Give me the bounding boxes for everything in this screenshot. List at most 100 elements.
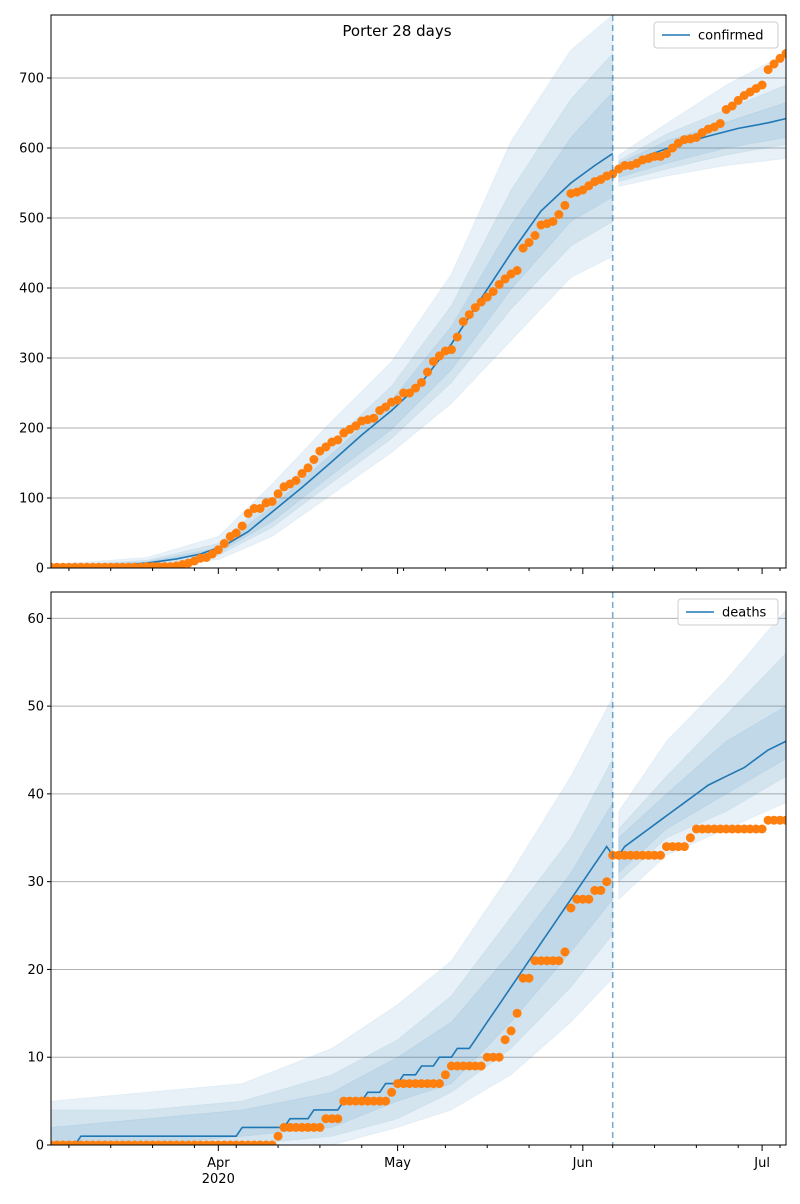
observed-point <box>309 455 319 464</box>
y-tick-label: 700 <box>19 72 44 87</box>
legend: confirmed <box>653 21 779 49</box>
y-tick-label: 10 <box>27 1051 44 1066</box>
observed-point <box>668 143 677 153</box>
band-inner <box>51 800 614 1145</box>
observed-point <box>566 903 576 913</box>
observed-point <box>554 210 564 219</box>
observed-point <box>482 292 492 302</box>
observed-point <box>512 266 522 275</box>
observed-point <box>452 332 462 342</box>
observed-point <box>554 956 564 966</box>
observed-point <box>524 238 534 247</box>
y-tick-label: 500 <box>19 212 44 227</box>
observed-point <box>512 1008 522 1018</box>
confirmed-panel: 0 100 200 300 400 500 600 700 confirmed <box>19 14 787 577</box>
observed-point <box>458 317 468 327</box>
x-tick-label: Jul <box>753 1156 770 1171</box>
observed-point <box>602 877 612 887</box>
observed-point <box>369 413 379 423</box>
y-tick-label: 300 <box>19 352 44 367</box>
observed-point <box>417 378 426 387</box>
observed-point <box>219 539 229 548</box>
observed-point <box>781 49 786 58</box>
observed-point <box>470 303 480 313</box>
observed-point <box>315 1122 325 1132</box>
observed-point <box>381 402 391 412</box>
observed-point <box>763 65 773 75</box>
observed-point <box>255 504 265 513</box>
y-tick-label: 0 <box>36 562 44 577</box>
observed-point <box>548 217 558 226</box>
observed-point <box>434 351 444 361</box>
observed-point <box>351 421 361 431</box>
observed-point <box>237 521 247 531</box>
band-outer <box>51 697 614 1145</box>
observed-point <box>273 1131 283 1141</box>
legend-box <box>677 598 779 626</box>
observed-point <box>500 1035 510 1045</box>
observed-point <box>333 1114 343 1124</box>
observed-point <box>560 947 570 957</box>
observed-point <box>596 885 606 895</box>
observed-point <box>560 200 570 210</box>
y-tick-label: 50 <box>27 700 44 715</box>
observed-point <box>267 1140 277 1145</box>
x-tick-label: Jun <box>572 1156 593 1171</box>
y-tick-label: 100 <box>19 492 44 507</box>
figure-title: Porter 28 days <box>342 22 451 40</box>
observed-point <box>434 1079 444 1089</box>
band-outer <box>618 608 786 901</box>
observed-point <box>291 476 301 485</box>
observed-point <box>297 469 307 478</box>
observed-point <box>440 1070 450 1080</box>
y-tick-label: 400 <box>19 282 44 297</box>
observed-point <box>213 545 223 555</box>
observed-point <box>243 508 253 518</box>
observed-point <box>393 395 403 405</box>
observed-point <box>476 297 486 307</box>
observed-point <box>494 1052 504 1062</box>
y-tick-label: 30 <box>27 875 44 890</box>
y-tick-label: 40 <box>27 787 44 802</box>
observed-point <box>273 489 283 499</box>
model-series-line <box>51 740 786 1145</box>
observed-point <box>231 528 241 538</box>
observed-point <box>781 815 786 825</box>
y-tick-label: 200 <box>19 422 44 437</box>
x-tick-label: Apr <box>207 1156 230 1171</box>
legend: deaths <box>677 598 779 626</box>
plot-area <box>51 608 786 1145</box>
observed-point <box>727 101 737 111</box>
observed-point <box>381 1096 391 1106</box>
observed-point <box>769 59 779 69</box>
observed-point <box>524 973 534 983</box>
observed-point <box>757 80 767 90</box>
observed-point <box>333 435 343 445</box>
plot-area <box>51 15 786 568</box>
observed-point <box>775 53 785 63</box>
legend-label: deaths <box>722 606 767 621</box>
observed-point <box>476 1061 486 1071</box>
legend-label: confirmed <box>698 29 764 44</box>
observed-point <box>321 442 331 452</box>
observed-point <box>411 383 420 393</box>
observed-point <box>464 310 474 320</box>
observed-point <box>518 243 528 253</box>
observed-point <box>446 345 456 355</box>
band-outer <box>51 15 614 568</box>
observed-point <box>685 833 695 843</box>
observed-point <box>757 824 767 834</box>
observed-point <box>608 169 618 179</box>
observed-point <box>405 388 414 398</box>
y-tick-label: 20 <box>27 963 44 978</box>
observed-point <box>679 842 689 852</box>
x-tick-label: May <box>384 1156 411 1171</box>
observed-point <box>267 497 277 506</box>
y-tick-label: 60 <box>27 612 44 627</box>
band-middle <box>618 652 786 883</box>
y-tick-label: 600 <box>19 142 44 157</box>
observed-point <box>530 231 540 240</box>
